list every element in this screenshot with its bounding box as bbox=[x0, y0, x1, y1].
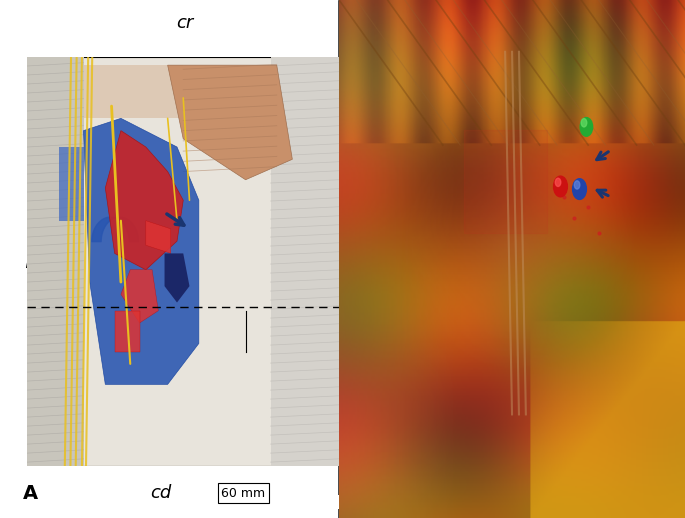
Polygon shape bbox=[114, 311, 140, 352]
Polygon shape bbox=[146, 221, 171, 253]
Bar bbox=[271, 57, 339, 466]
Text: A: A bbox=[23, 484, 38, 502]
Polygon shape bbox=[168, 65, 292, 180]
Text: Laryngeal
prominence: Laryngeal prominence bbox=[195, 408, 265, 436]
Text: Common
carotid artery: Common carotid artery bbox=[342, 162, 423, 190]
Text: B: B bbox=[334, 494, 349, 513]
Polygon shape bbox=[84, 119, 199, 384]
Text: a: a bbox=[320, 250, 331, 268]
Polygon shape bbox=[164, 253, 190, 303]
Circle shape bbox=[553, 176, 567, 197]
Text: cd: cd bbox=[150, 484, 172, 502]
Text: cd: cd bbox=[414, 495, 436, 512]
Polygon shape bbox=[105, 131, 184, 270]
Bar bbox=[27, 57, 84, 466]
Polygon shape bbox=[59, 147, 84, 221]
Text: cr: cr bbox=[416, 15, 434, 32]
Text: p: p bbox=[669, 250, 680, 268]
Circle shape bbox=[580, 118, 593, 136]
Text: Internal carotid
artery: Internal carotid artery bbox=[36, 149, 126, 177]
Text: Internal jugular
vein: Internal jugular vein bbox=[342, 325, 434, 353]
Text: Vagus nerve: Vagus nerve bbox=[36, 219, 109, 232]
Text: cr: cr bbox=[176, 15, 194, 32]
Text: Internal jugular
vein: Internal jugular vein bbox=[36, 263, 127, 291]
Text: Vagus nerve: Vagus nerve bbox=[342, 257, 416, 271]
Circle shape bbox=[573, 179, 586, 199]
Polygon shape bbox=[121, 270, 158, 323]
Circle shape bbox=[581, 119, 587, 127]
Text: 60 mm: 60 mm bbox=[221, 486, 265, 500]
Text: 15 mm: 15 mm bbox=[598, 497, 642, 510]
Polygon shape bbox=[84, 65, 184, 119]
Text: p: p bbox=[25, 250, 36, 268]
Text: a: a bbox=[336, 250, 347, 268]
Circle shape bbox=[574, 181, 580, 189]
Circle shape bbox=[556, 178, 561, 186]
